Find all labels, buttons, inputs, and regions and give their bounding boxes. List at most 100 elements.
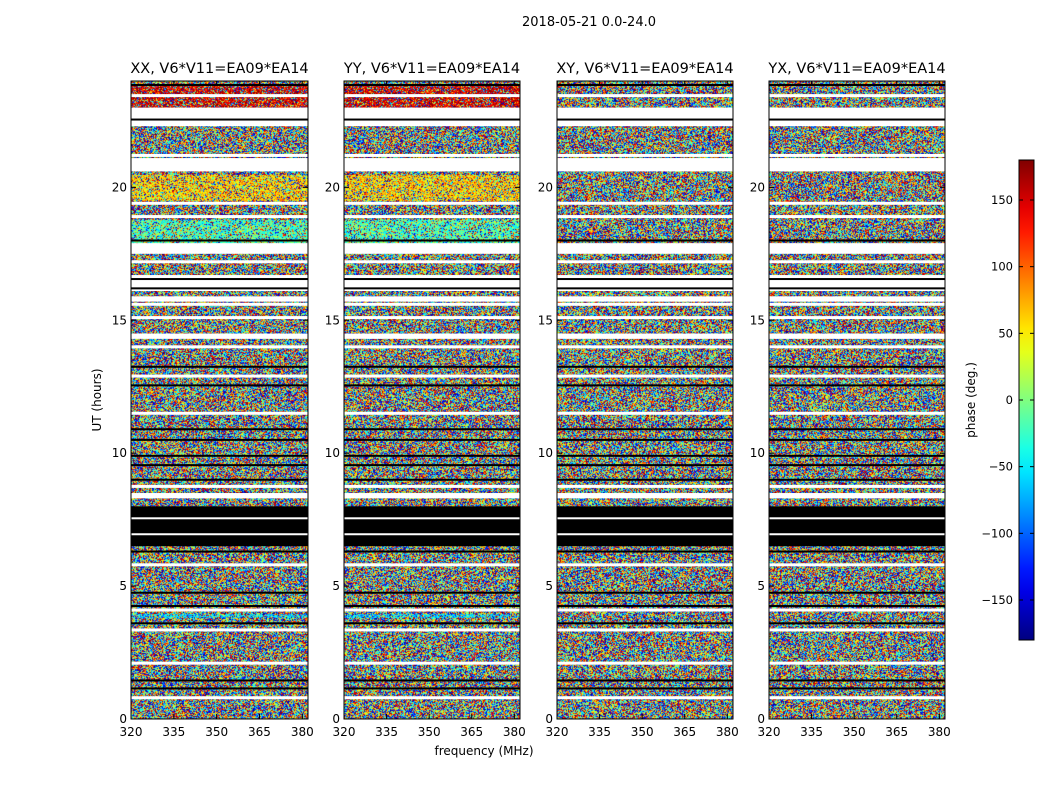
blank-row-line [557,696,733,700]
blank-row-line [769,533,945,536]
blank-row-line [344,608,520,612]
colorbar-label: phase (deg.) [964,362,978,438]
flagged-row-line [769,464,945,467]
chart-title: 2018-05-21 0.0-24.0 [522,15,656,30]
panel-frame [556,80,734,720]
flagged-row-line [557,365,733,368]
colorbar: −150 −100 −50 0 50 100 150 phase (deg.) [964,159,1035,641]
x-tick-label: 365 [885,725,908,739]
blank-row-line [769,411,945,415]
blank-row-line [344,563,520,567]
flagged-row-line [131,118,308,121]
blank-row-line [557,608,733,612]
blank-row-line [344,661,520,665]
blank-row-band [344,333,520,339]
blank-row-line [131,696,308,700]
flagged-row-line [769,278,945,281]
y-tick-label: 15 [112,313,127,327]
blank-row-band [557,493,733,499]
blank-row-line [557,153,733,157]
blank-row-band [557,333,733,339]
flagged-row-line [131,365,308,368]
blank-row-line [131,260,308,264]
y-axis-label: UT (hours) [90,368,104,431]
flagged-row-line [769,550,945,553]
blank-row-line [131,563,308,567]
flagged-row-line [557,622,733,625]
panel-yy: YY, V6*V11=EA09*EA14 320 335 350 365 380 0 5 10 1… [325,61,526,739]
flagged-row-line [344,478,520,481]
blank-row-line [557,94,733,98]
colorbar-tick-label: −50 [989,460,1013,474]
blank-row-line [131,374,308,378]
x-tick-label: 380 [503,725,526,739]
flagged-row-line [557,591,733,594]
blank-row-band [344,493,520,499]
x-axis-label: frequency (MHz) [434,744,533,758]
blank-row-line [557,661,733,665]
x-tick-label: 350 [205,725,228,739]
blank-row-band [131,493,308,499]
blank-row-line [131,661,308,665]
flagged-row-line [131,464,308,467]
blank-row-line [131,316,308,320]
blank-row-band [131,333,308,339]
blank-row-line [769,94,945,98]
blank-row-line [769,374,945,378]
blank-row-line [769,608,945,612]
blank-row-line [344,696,520,700]
flagged-row-line [131,605,308,608]
y-tick-label: 10 [325,446,340,460]
blank-row-line [131,484,308,488]
blank-row-line [557,411,733,415]
flagged-row-line [769,622,945,625]
blank-row-line [131,533,308,536]
blank-row-line [557,316,733,320]
x-tick-label: 365 [673,725,696,739]
blank-row-line [344,374,520,378]
flagged-row-line [557,278,733,281]
blank-row-line [769,316,945,320]
blank-row-line [557,345,733,349]
y-tick-label: 5 [332,579,340,593]
blank-row-line [131,94,308,98]
phase-heatmap [557,81,733,719]
flagged-row-line [344,622,520,625]
flagged-row-line [344,365,520,368]
blank-row-line [344,484,520,488]
blank-row-line [344,94,520,98]
flagged-row-line [769,679,945,682]
y-tick-label: 0 [332,712,340,726]
flagged-row-line [557,550,733,553]
colorbar-tick-label: 0 [1006,393,1013,407]
blank-row-line [344,302,520,306]
flagged-row-line [557,464,733,467]
y-tick-label: 20 [750,180,765,194]
flagged-row-line [557,605,733,608]
blank-row-line [557,563,733,567]
blank-row-line [131,345,308,349]
x-tick-label: 320 [333,725,356,739]
blank-row-line [769,201,945,205]
blank-row-line [557,628,733,632]
blank-row-line [769,661,945,665]
flagged-row-line [769,83,945,86]
flagged-row-line [131,384,308,387]
flagged-row-line [557,478,733,481]
phase-heatmap [344,81,520,719]
flagged-row-line [131,478,308,481]
flagged-row-line [344,278,520,281]
blank-row-line [769,153,945,157]
flagged-row-line [131,679,308,682]
flagged-row-line [344,687,520,690]
flagged-row-line [557,687,733,690]
colorbar-tick-label: −100 [981,526,1013,540]
flagged-row-line [557,454,733,457]
flagged-row-line [344,550,520,553]
y-tick-label: 0 [545,712,553,726]
panel-frame [343,80,521,720]
flagged-row-line [344,438,520,441]
flagged-row-line [344,384,520,387]
panel-frame [130,80,309,720]
y-tick-label: 15 [538,313,553,327]
